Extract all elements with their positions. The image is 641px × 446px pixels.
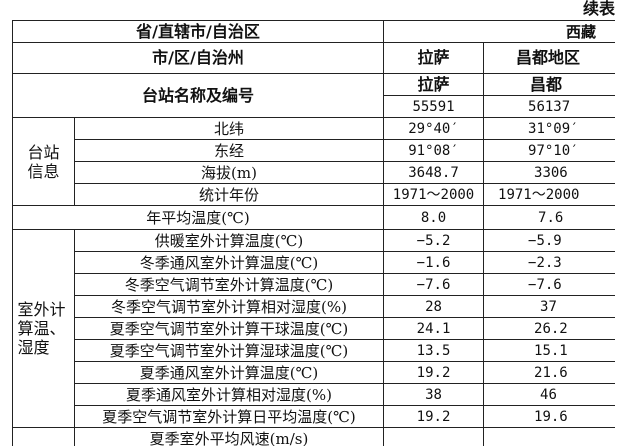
value-changdu bbox=[483, 427, 615, 446]
value-changdu: 31°09′ bbox=[483, 117, 615, 140]
row-label: 北纬 bbox=[73, 117, 385, 140]
city-label: 市/区/自治州 bbox=[12, 42, 385, 74]
station-info-row: 海拔(m) 3648.7 3306 bbox=[13, 161, 615, 184]
climate-table: 省/直辖市/自治区 西藏 市/区/自治州 拉萨 昌都地区 台站名称及编号 拉萨 … bbox=[12, 20, 615, 446]
outdoor-row: 夏季空气调节室外计算干球温度(℃) 24.1 26.2 bbox=[13, 317, 615, 340]
value-changdu: −5.9 bbox=[483, 229, 615, 252]
station-name-changdu: 昌都 bbox=[483, 73, 615, 96]
climate-table-container: 省/直辖市/自治区 西藏 市/区/自治州 拉萨 昌都地区 台站名称及编号 拉萨 … bbox=[12, 20, 615, 446]
value-changdu: −7.6 bbox=[483, 273, 615, 296]
station-info-group: 台站信息 bbox=[12, 117, 75, 206]
row-label: 供暖室外计算温度(℃) bbox=[73, 229, 385, 252]
row-label: 统计年份 bbox=[73, 183, 385, 206]
value-lhasa: −1.6 bbox=[383, 251, 485, 274]
value-lhasa: 91°08′ bbox=[383, 139, 485, 162]
station-label: 台站名称及编号 bbox=[12, 73, 385, 118]
outdoor-group: 室外计算温、湿度 bbox=[12, 229, 75, 428]
outdoor-row: 冬季通风室外计算温度(℃) −1.6 −2.3 bbox=[13, 251, 615, 274]
value-lhasa: 19.2 bbox=[383, 361, 485, 384]
province-value: 西藏 bbox=[383, 20, 615, 43]
value-lhasa: 28 bbox=[383, 295, 485, 318]
value-changdu: 97°10′ bbox=[483, 139, 615, 162]
row-label: 夏季通风室外计算相对湿度(%) bbox=[73, 383, 385, 406]
station-name-row: 台站名称及编号 拉萨 昌都 bbox=[12, 73, 615, 118]
partial-group bbox=[12, 427, 75, 446]
partial-row: 夏季室外平均风速(m/s) bbox=[12, 427, 615, 446]
value-changdu: 26.2 bbox=[483, 317, 615, 340]
station-info-row: 统计年份 1971～2000 1971～2000 bbox=[13, 183, 615, 206]
value-changdu: 37 bbox=[483, 295, 615, 318]
value-changdu: 19.6 bbox=[483, 405, 615, 428]
value-lhasa: 3648.7 bbox=[383, 161, 485, 184]
row-label: 夏季室外平均风速(m/s) bbox=[73, 427, 385, 446]
row-label: 夏季通风室外计算温度(℃) bbox=[73, 361, 385, 384]
outdoor-row: 夏季空气调节室外计算日平均温度(℃) 19.2 19.6 bbox=[13, 405, 615, 428]
station-id-lhasa: 55591 bbox=[383, 95, 485, 118]
station-info-row: 东经 91°08′ 97°10′ bbox=[13, 139, 615, 162]
outdoor-row: 室外计算温、湿度 供暖室外计算温度(℃) −5.2 −5.9 bbox=[12, 229, 615, 428]
outdoor-row: 夏季空气调节室外计算湿球温度(℃) 13.5 15.1 bbox=[13, 339, 615, 362]
value-lhasa bbox=[383, 427, 485, 446]
row-label: 年平均温度(℃) bbox=[12, 205, 385, 230]
station-id-changdu: 56137 bbox=[483, 95, 615, 118]
value-lhasa: 8.0 bbox=[383, 205, 485, 230]
value-lhasa: 1971～2000 bbox=[383, 183, 485, 206]
outdoor-row: 夏季通风室外计算相对湿度(%) 38 46 bbox=[13, 383, 615, 406]
annual-mean-row: 年平均温度(℃) 8.0 7.6 bbox=[12, 205, 615, 230]
value-lhasa: −5.2 bbox=[383, 229, 485, 252]
row-label: 冬季通风室外计算温度(℃) bbox=[73, 251, 385, 274]
outdoor-row: 冬季空气调节室外计算温度(℃) −7.6 −7.6 bbox=[13, 273, 615, 296]
value-lhasa: 38 bbox=[383, 383, 485, 406]
row-label: 海拔(m) bbox=[73, 161, 385, 184]
value-changdu: 15.1 bbox=[483, 339, 615, 362]
value-lhasa: 19.2 bbox=[383, 405, 485, 428]
row-label: 冬季空气调节室外计算相对湿度(%) bbox=[73, 295, 385, 318]
station-name-lhasa: 拉萨 bbox=[383, 73, 485, 96]
row-label: 夏季空气调节室外计算日平均温度(℃) bbox=[73, 405, 385, 428]
value-lhasa: 13.5 bbox=[383, 339, 485, 362]
value-changdu: 7.6 bbox=[483, 205, 615, 230]
row-label: 冬季空气调节室外计算温度(℃) bbox=[73, 273, 385, 296]
city-lhasa: 拉萨 bbox=[383, 42, 485, 74]
row-label: 夏季空气调节室外计算干球温度(℃) bbox=[73, 317, 385, 340]
value-lhasa: 29°40′ bbox=[383, 117, 485, 140]
station-info-row: 台站信息 北纬 29°40′ 31°09′ bbox=[12, 117, 615, 206]
outdoor-row: 冬季空气调节室外计算相对湿度(%) 28 37 bbox=[13, 295, 615, 318]
value-changdu: −2.3 bbox=[483, 251, 615, 274]
value-changdu: 3306 bbox=[483, 161, 615, 184]
row-label: 东经 bbox=[73, 139, 385, 162]
value-changdu: 1971～2000 bbox=[483, 183, 615, 206]
value-lhasa: 24.1 bbox=[383, 317, 485, 340]
province-label: 省/直辖市/自治区 bbox=[12, 20, 385, 43]
value-changdu: 46 bbox=[483, 383, 615, 406]
value-lhasa: −7.6 bbox=[383, 273, 485, 296]
table-caption: 续表 bbox=[582, 0, 615, 18]
row-label: 夏季空气调节室外计算湿球温度(℃) bbox=[73, 339, 385, 362]
value-changdu: 21.6 bbox=[483, 361, 615, 384]
city-changdu: 昌都地区 bbox=[483, 42, 615, 74]
outdoor-row: 夏季通风室外计算温度(℃) 19.2 21.6 bbox=[13, 361, 615, 384]
province-row: 省/直辖市/自治区 西藏 bbox=[12, 20, 615, 43]
city-row: 市/区/自治州 拉萨 昌都地区 bbox=[12, 42, 615, 74]
